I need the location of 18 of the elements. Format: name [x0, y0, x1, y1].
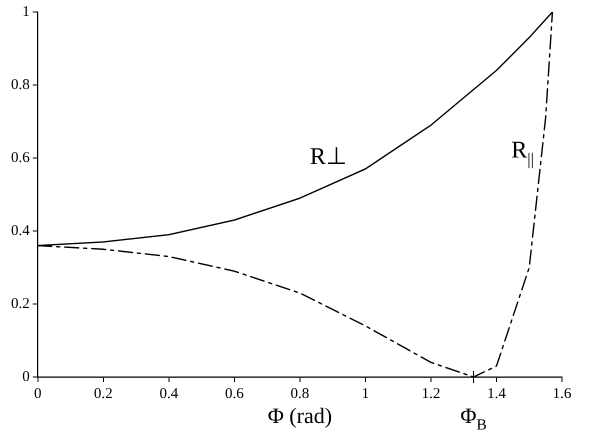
x-tick-label: 1.6	[552, 386, 572, 402]
x-tick-label: 0.6	[224, 386, 244, 402]
x-axis-title: Φ (rad)	[268, 403, 332, 428]
x-tick-label: 1.4	[487, 386, 506, 402]
series-label: R||	[511, 138, 534, 169]
y-tick-label: 0.8	[11, 76, 30, 93]
y-tick-label: 0.4	[11, 222, 30, 239]
x-tick-label: 0.8	[290, 386, 310, 402]
x-tick-label: 1	[362, 386, 370, 402]
x-tick-label: 0.4	[159, 386, 179, 402]
x-tick-label: 0.2	[94, 386, 113, 402]
y-tick-label: 0.6	[11, 150, 30, 166]
x-tick-label: 1.2	[422, 386, 440, 402]
series-label: R⊥	[310, 144, 347, 170]
x-tick-label: 0	[34, 386, 42, 402]
y-tick-label: 0	[22, 368, 30, 385]
y-tick-label: 1	[22, 4, 30, 20]
y-tick-label: 0.2	[11, 296, 30, 312]
